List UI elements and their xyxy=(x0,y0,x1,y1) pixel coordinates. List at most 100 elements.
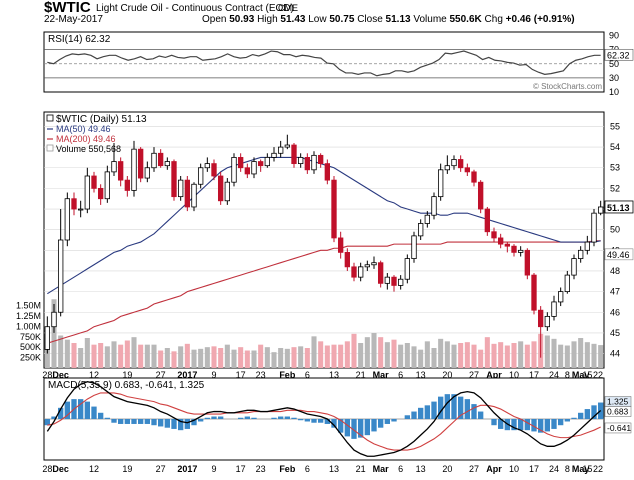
volume-bar xyxy=(178,346,184,368)
macd-x-axis-label: 27 xyxy=(469,464,479,474)
volume-bar xyxy=(598,345,604,368)
candle-body xyxy=(584,241,590,251)
x-axis-label: 17 xyxy=(529,370,539,380)
candle-body xyxy=(538,309,544,328)
macd-last-box xyxy=(604,422,632,434)
volume-bar xyxy=(58,335,64,368)
volume-bar xyxy=(98,343,104,368)
x-axis-label: 13 xyxy=(329,370,339,380)
volume-bar xyxy=(231,349,237,368)
candle-body xyxy=(291,144,297,165)
x-axis-label: 21 xyxy=(356,370,366,380)
macd-histogram-bar xyxy=(571,417,577,419)
candle-body xyxy=(64,198,70,241)
ohlc-summary: Open 50.93 High 51.43 Low 50.75 Close 51… xyxy=(202,14,575,25)
price-tick-label: 48 xyxy=(610,266,620,276)
x-axis-label: 2017 xyxy=(177,370,197,380)
candle-body xyxy=(357,266,364,278)
macd-histogram-bar xyxy=(371,419,377,432)
volume-bar xyxy=(498,342,504,368)
volume-bar xyxy=(331,344,337,368)
candle-body xyxy=(464,167,471,173)
macd-histogram-bar xyxy=(171,419,177,429)
price-legend-entry: Volume 550,568 xyxy=(56,144,121,154)
volume-tick-label: 500K xyxy=(20,342,41,352)
price-legend-entry: MA(200) 49.46 xyxy=(56,134,116,144)
macd-histogram-bar xyxy=(444,394,450,419)
macd-x-axis-label: Dec xyxy=(52,464,69,474)
macd-x-axis-label: 28 xyxy=(42,464,52,474)
volume-value: 550.6K xyxy=(449,14,482,25)
price-tick-label: 50 xyxy=(610,225,620,235)
low-label: Low xyxy=(308,14,327,25)
macd-histogram-bar xyxy=(304,419,310,422)
volume-label: Volume xyxy=(413,14,447,25)
candle-body xyxy=(184,179,190,208)
rsi-panel-frame xyxy=(43,31,605,93)
candle-body xyxy=(444,165,451,171)
rsi-last-label: 62.32 xyxy=(607,50,630,60)
legend-swatch xyxy=(46,144,54,152)
volume-bar xyxy=(524,344,530,368)
volume-bar xyxy=(378,337,384,368)
volume-bar xyxy=(144,344,150,368)
legend-swatch xyxy=(46,114,54,122)
macd-histogram-bar xyxy=(104,417,110,419)
candle-body xyxy=(551,301,557,317)
macd-histogram-bar xyxy=(478,411,484,419)
macd-histogram-bar xyxy=(364,419,370,436)
candle-body xyxy=(297,157,304,165)
candle-body xyxy=(157,152,164,167)
x-axis-label: 9 xyxy=(211,370,216,380)
volume-bar xyxy=(438,338,444,368)
price-tick-label: 53 xyxy=(610,163,620,173)
macd-legend: MACD(5,35,9) 0.683, -0.641, 1.325 xyxy=(48,380,205,391)
candle-body xyxy=(317,154,324,165)
candle-body xyxy=(151,152,157,169)
candle-body xyxy=(571,258,577,276)
volume-tick-label: 750K xyxy=(20,332,41,342)
candle-body xyxy=(244,167,250,175)
candle-body xyxy=(504,243,511,247)
candle-body xyxy=(104,171,110,200)
volume-bar xyxy=(131,337,137,368)
candle-body xyxy=(558,291,564,303)
volume-bar xyxy=(384,342,390,368)
volume-bar xyxy=(191,349,197,368)
candle-body xyxy=(491,231,497,239)
ma-last-box xyxy=(604,248,634,261)
macd-x-axis-label: 27 xyxy=(156,464,166,474)
macd-histogram-bar xyxy=(338,419,344,433)
chg-value: +0.46 (+0.91%) xyxy=(505,14,575,25)
exchange-label: CME xyxy=(278,3,298,13)
candle-body xyxy=(304,157,311,171)
candle-body xyxy=(524,249,530,276)
price-tick-label: 47 xyxy=(610,287,620,297)
candle-body xyxy=(131,148,137,191)
volume-bar xyxy=(444,341,450,368)
volume-bar xyxy=(391,339,397,368)
macd-x-axis-label: 21 xyxy=(356,464,366,474)
x-axis-label: Dec xyxy=(52,370,69,380)
candle-body xyxy=(344,251,351,268)
candle-body xyxy=(71,198,77,210)
candle-body xyxy=(171,161,177,198)
macd-histogram-bar xyxy=(291,417,297,419)
macd-histogram-bar xyxy=(84,401,90,419)
candle-body xyxy=(284,144,291,148)
candle-body xyxy=(137,148,144,179)
macd-histogram-bar xyxy=(198,419,204,422)
volume-tick-label: 1.50M xyxy=(16,301,41,311)
volume-bar xyxy=(278,348,284,368)
macd-histogram-bar xyxy=(578,412,584,419)
macd-x-axis-label: 10 xyxy=(509,464,519,474)
candle-body xyxy=(111,161,117,173)
candle-body xyxy=(231,157,237,183)
candle-body xyxy=(197,167,204,185)
macd-x-axis-label: 6 xyxy=(398,464,403,474)
candle-body xyxy=(564,274,570,293)
macd-histogram-bar xyxy=(124,419,130,424)
volume-bar xyxy=(431,348,437,368)
macd-histogram-bar xyxy=(591,405,597,419)
candle-body xyxy=(377,262,384,284)
